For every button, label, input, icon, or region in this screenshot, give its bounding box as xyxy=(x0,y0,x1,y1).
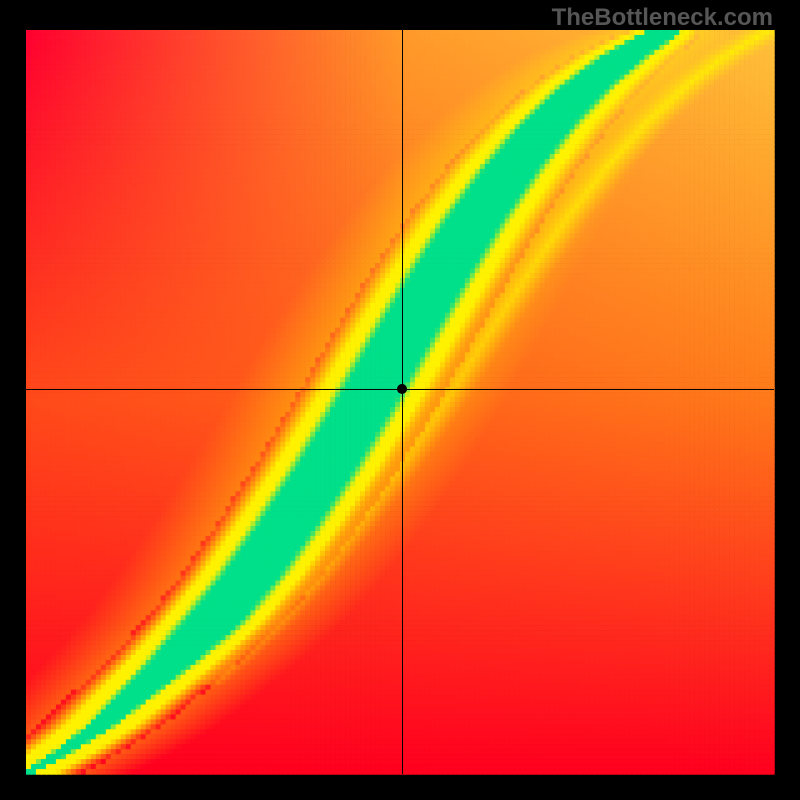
heatmap-canvas xyxy=(0,0,800,800)
watermark-text: TheBottleneck.com xyxy=(552,4,773,32)
